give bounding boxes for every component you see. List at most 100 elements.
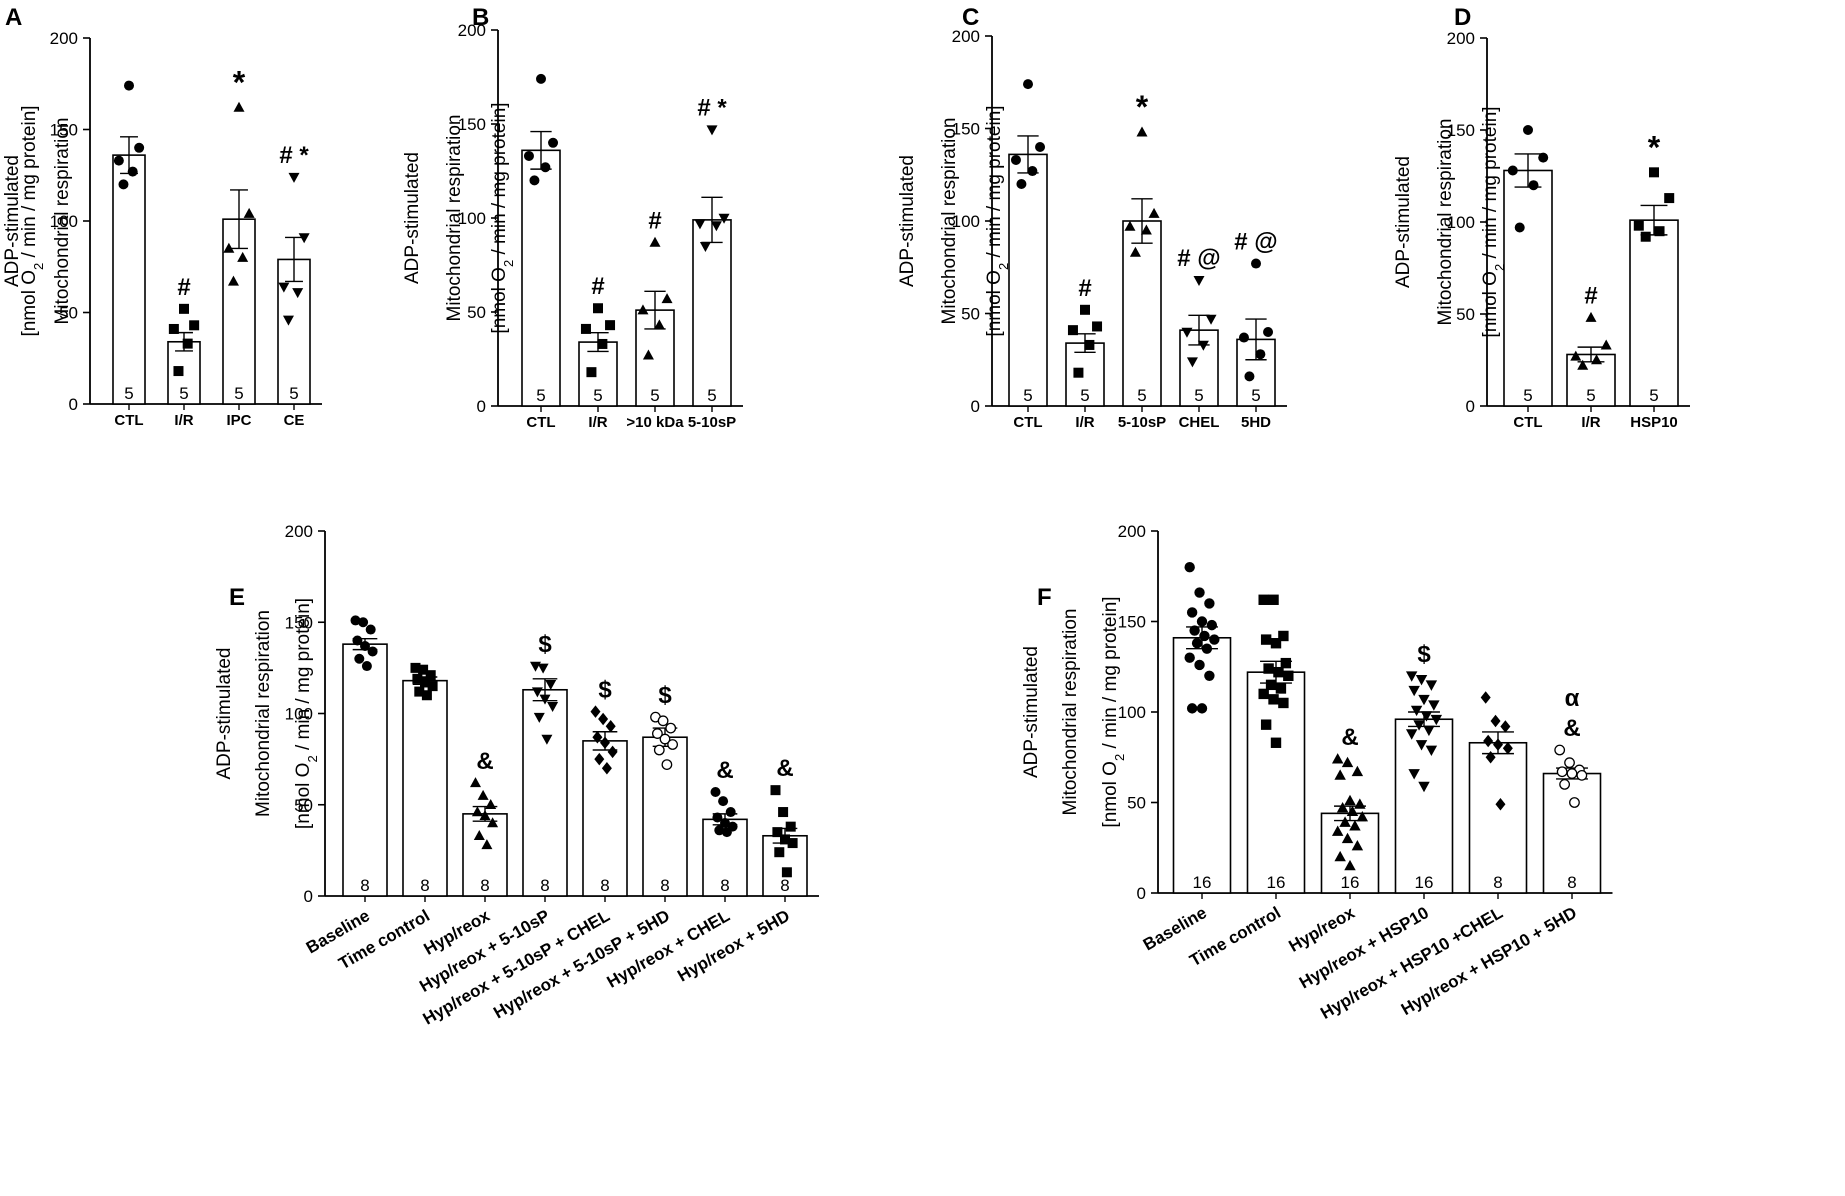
y-axis-label: [nmol O2 / min / mg protein]	[1480, 106, 1507, 337]
y-axis-label: ADP-stimulated	[214, 648, 235, 780]
data-point	[425, 670, 436, 681]
significance-annotation: # @	[1177, 245, 1220, 272]
data-point	[1334, 769, 1346, 780]
data-point	[1124, 220, 1136, 231]
data-point	[1278, 630, 1289, 642]
data-point	[358, 617, 369, 628]
data-point	[1092, 321, 1103, 332]
significance-annotation: #	[1584, 283, 1597, 310]
n-label: 5	[1586, 386, 1595, 405]
data-point	[1569, 797, 1580, 808]
data-point	[1514, 222, 1525, 233]
data-point	[651, 728, 663, 739]
data-point	[1415, 740, 1428, 751]
data-point	[127, 166, 138, 177]
category-label: CTL	[1013, 414, 1042, 431]
data-point	[1339, 816, 1351, 827]
data-point	[1263, 327, 1274, 337]
significance-annotation: #	[1078, 275, 1091, 302]
panel-F: F 0 50 100 150 200 ADP-stimulated Mitochondrial…	[1021, 522, 1613, 1023]
data-point	[1408, 685, 1420, 697]
significance-annotation: &	[716, 757, 733, 784]
y-axis-label: ADP-stimulated	[402, 152, 423, 284]
y-axis-label: Mitochondrial respiration	[939, 118, 960, 325]
n-label: 8	[540, 876, 549, 895]
data-point	[1418, 694, 1430, 706]
data-point	[282, 315, 294, 326]
significance-annotation: # @	[1234, 229, 1277, 256]
data-point	[418, 664, 429, 675]
n-label: 5	[1194, 386, 1203, 405]
data-point	[1423, 725, 1435, 737]
y-tick-label: 150	[1118, 613, 1146, 632]
data-point	[414, 686, 425, 697]
category-label: IPC	[226, 412, 251, 429]
data-point	[1148, 207, 1160, 218]
data-point	[481, 839, 493, 850]
significance-annotation: α	[1565, 685, 1580, 712]
data-point	[118, 179, 129, 190]
data-point	[298, 233, 310, 244]
n-label: 5	[1023, 386, 1032, 405]
data-point	[1258, 594, 1269, 605]
n-label: 5	[707, 386, 716, 405]
data-point	[1570, 350, 1582, 361]
data-point	[134, 142, 145, 153]
panel-letter: C	[962, 4, 979, 31]
data-point	[541, 734, 553, 745]
data-point	[1084, 339, 1095, 350]
data-point	[1073, 367, 1084, 378]
panel-E: E 0 50 100 150 200 ADP-stimulated Mitochondrial…	[214, 522, 819, 1029]
category-label: 5-10sP	[688, 414, 736, 431]
data-point	[412, 673, 423, 684]
data-point	[1035, 142, 1046, 152]
data-point	[469, 777, 481, 788]
data-point	[473, 830, 485, 841]
y-axis-label: Mitochondrial respiration	[253, 610, 274, 817]
data-point	[661, 759, 673, 770]
n-label: 5	[179, 384, 188, 403]
bar-C-0	[1008, 153, 1048, 407]
significance-annotation: &	[1341, 724, 1358, 751]
data-point	[227, 275, 239, 286]
data-point	[540, 162, 551, 173]
bar-E-2	[462, 813, 508, 897]
data-point	[1027, 166, 1038, 177]
data-point	[1346, 805, 1359, 816]
data-point	[529, 175, 540, 186]
data-point	[421, 690, 432, 701]
data-point	[1270, 737, 1282, 748]
significance-annotation: # *	[279, 142, 309, 169]
data-point	[410, 662, 421, 673]
data-point	[1344, 859, 1356, 871]
bar-C-2	[1122, 220, 1162, 407]
panel-letter: D	[1454, 4, 1471, 31]
data-point	[605, 720, 616, 733]
data-point	[1344, 794, 1356, 806]
data-point	[1591, 354, 1603, 365]
y-tick-label: 0	[971, 397, 980, 416]
bar-E-7	[762, 834, 808, 897]
y-tick-label: 0	[477, 397, 486, 416]
data-point	[1270, 638, 1282, 649]
significance-annotation: $	[598, 677, 612, 704]
category-label: HSP10	[1630, 414, 1678, 431]
data-point	[661, 293, 673, 304]
data-point	[580, 323, 591, 334]
data-point	[1556, 766, 1568, 778]
data-point	[354, 653, 365, 664]
data-point	[1490, 714, 1501, 728]
y-axis-label: [nmol O2 / min / mg protein]	[293, 598, 320, 829]
data-point	[1023, 79, 1033, 90]
significance-annotation: $	[538, 631, 552, 658]
bar-D-2	[1629, 219, 1679, 407]
category-label: I/R	[1075, 414, 1094, 431]
data-point	[124, 80, 134, 91]
data-point	[278, 282, 290, 293]
data-point	[1196, 616, 1208, 627]
data-point	[1196, 703, 1208, 714]
data-point	[233, 101, 245, 112]
data-point	[223, 242, 235, 253]
data-point	[1265, 679, 1277, 691]
significance-annotation: *	[1136, 89, 1149, 125]
